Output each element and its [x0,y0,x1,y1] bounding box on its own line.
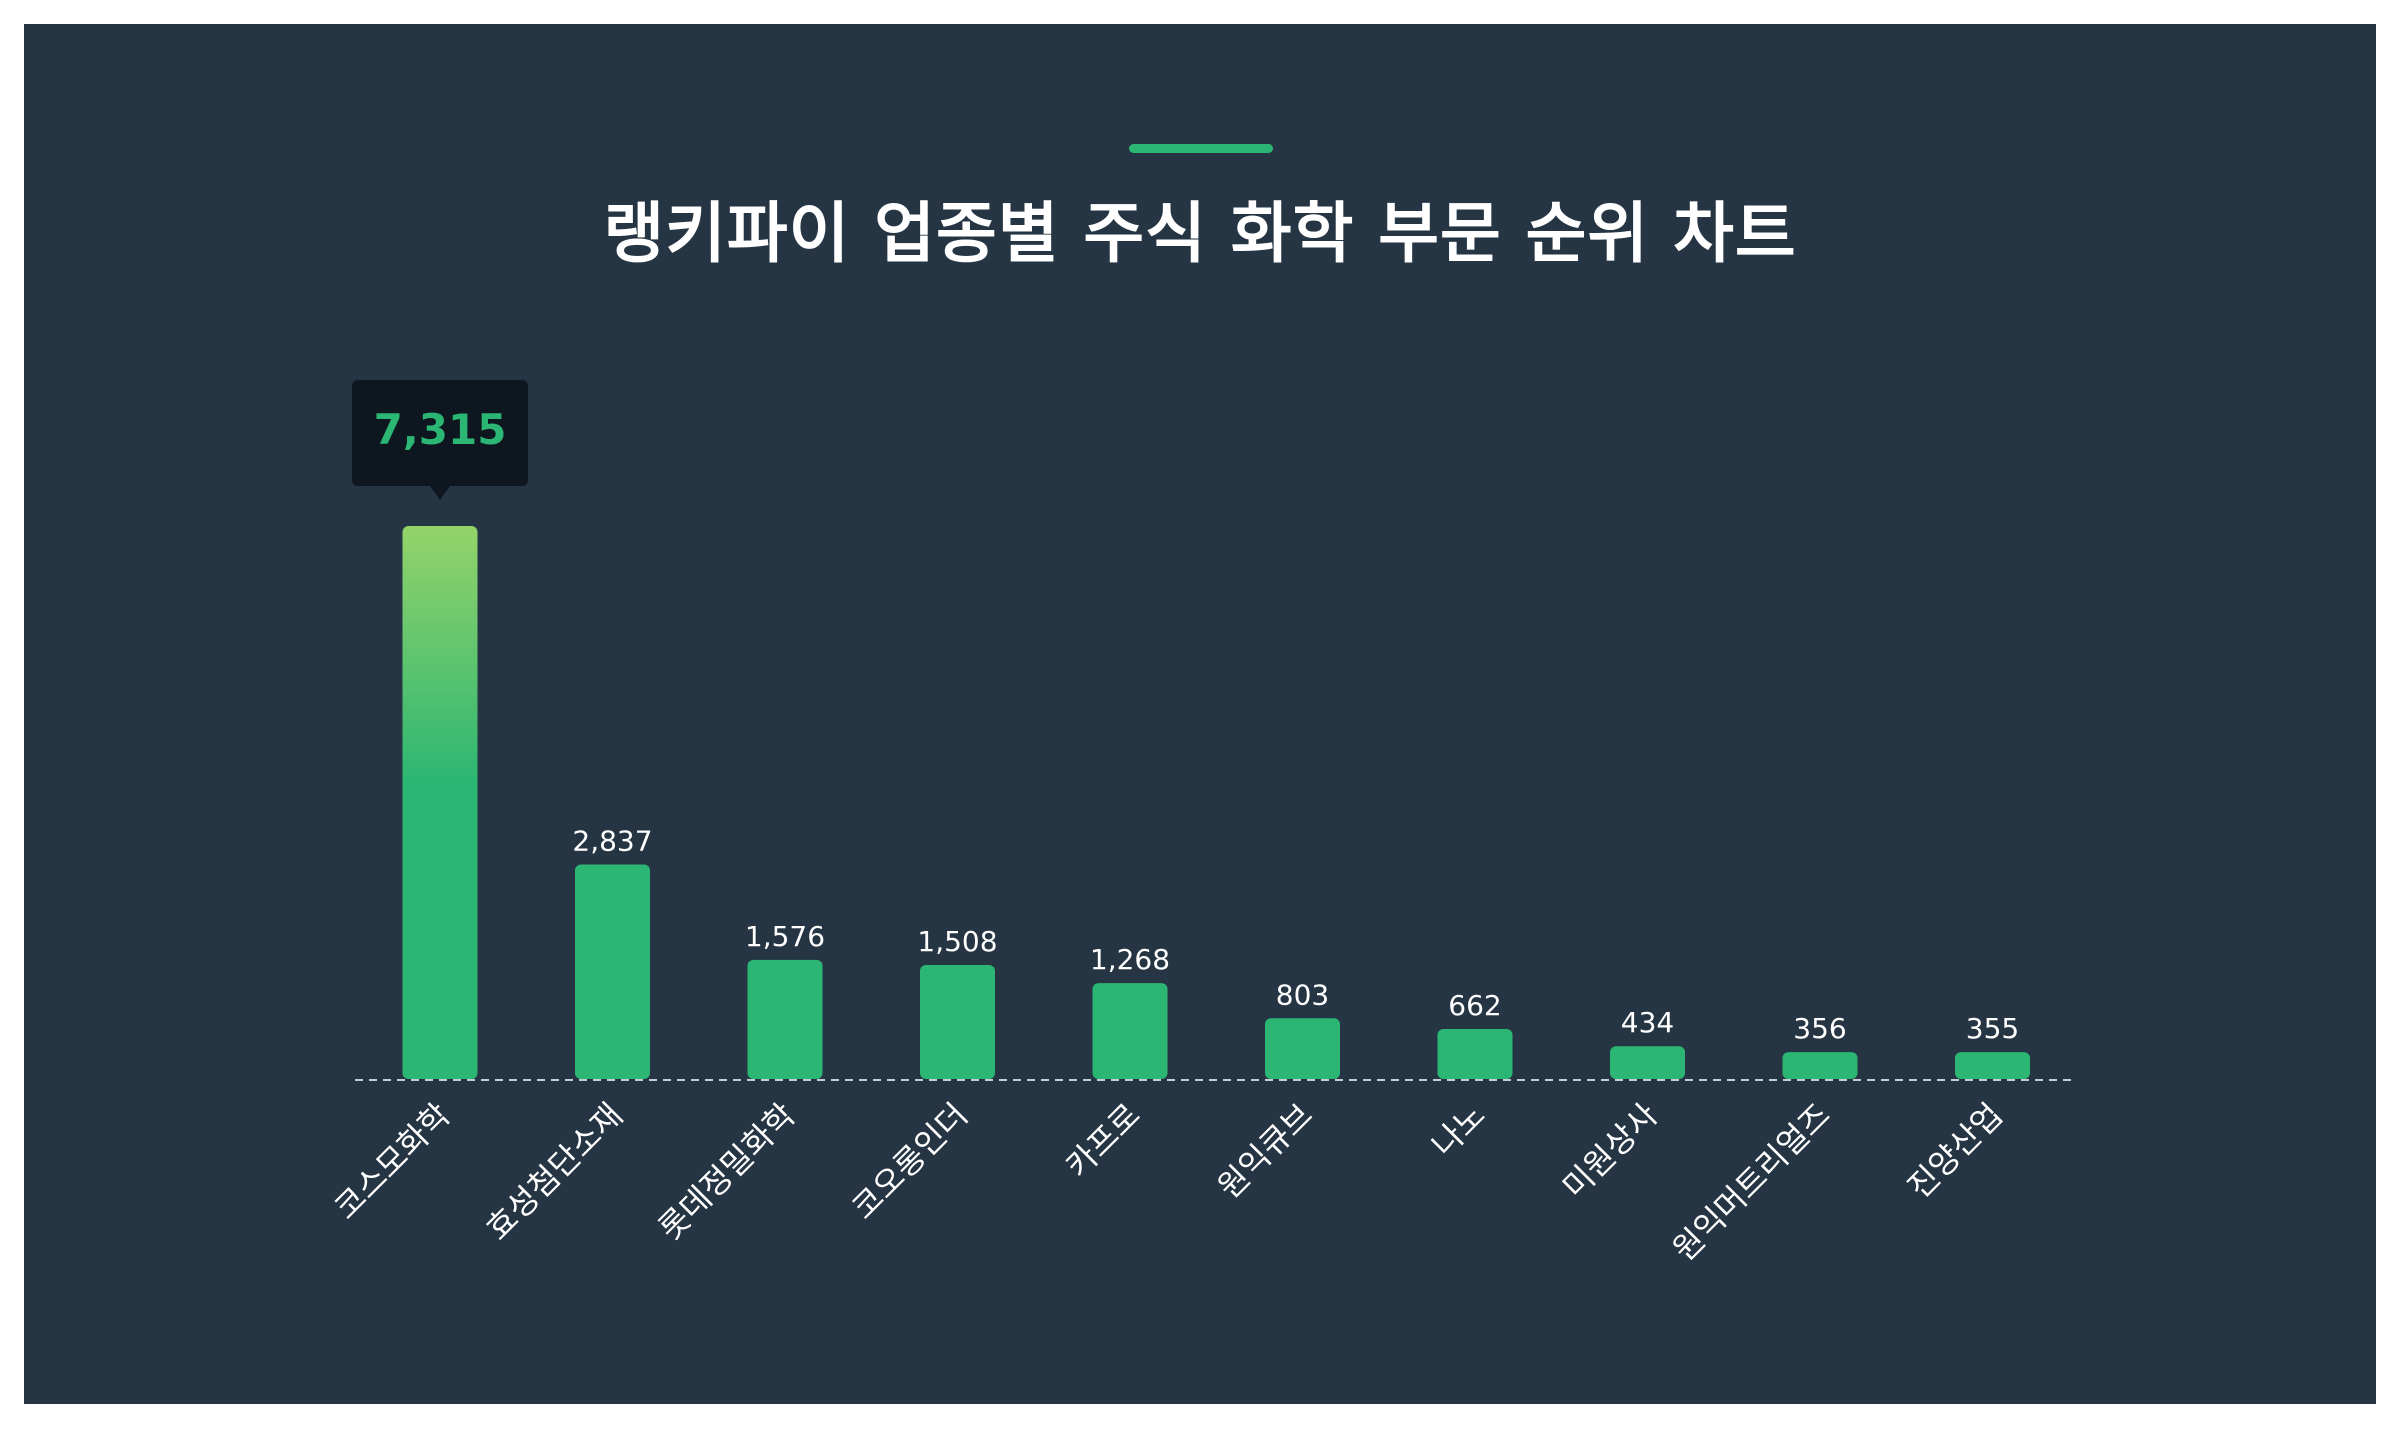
value-labels-group: 2,837 1,576 1,508 1,268 803 662 434 356 355 [572,825,2019,1046]
bar-5[interactable] [1092,983,1168,1079]
bar-4[interactable] [920,964,995,1079]
bar-8[interactable] [1610,1046,1685,1079]
chart-title: 랭키파이 업종별 주식 화학 부문 순위 차트 [603,195,1797,272]
tooltip-box [352,380,528,486]
category-label-1: 코스모화학 [327,1096,458,1227]
value-tooltip: 7,315 [352,380,528,500]
bar-7[interactable] [1437,1028,1513,1079]
value-label-3: 1,576 [745,920,825,953]
value-label-8: 434 [1621,1006,1674,1039]
value-label-6: 803 [1276,978,1329,1011]
category-label-10: 진양산업 [1900,1096,2010,1206]
bar-1[interactable] [402,526,478,1079]
bar-9[interactable] [1782,1052,1858,1079]
value-label-10: 355 [1966,1012,2019,1045]
bar-3[interactable] [747,959,823,1079]
title-accent-line [1129,144,1273,153]
tooltip-arrow [430,486,450,500]
bar-6[interactable] [1265,1018,1340,1079]
category-labels-group: 코스모화학 효성첨단소재 롯데정밀화학 코오롱인더 카프로 원익큐브 나노 미원상사 원익머트리… [327,1096,2010,1269]
value-label-7: 662 [1448,989,1501,1022]
category-label-9: 원익머트리얼즈 [1665,1096,1838,1269]
value-label-9: 356 [1793,1012,1846,1045]
category-label-5: 카프로 [1058,1096,1147,1185]
tooltip-value: 7,315 [374,405,507,454]
bar-2[interactable] [575,864,650,1079]
category-label-2: 효성첨단소재 [478,1096,630,1248]
category-label-7: 나노 [1424,1096,1493,1165]
value-label-2: 2,837 [572,825,652,858]
value-label-5: 1,268 [1090,943,1170,976]
bar-10[interactable] [1955,1052,2030,1079]
category-label-8: 미원상사 [1555,1096,1665,1206]
value-label-4: 1,508 [917,925,997,958]
bars-group [402,526,2030,1079]
category-label-4: 코오롱인더 [844,1096,975,1227]
category-label-6: 원익큐브 [1210,1096,1320,1206]
category-label-3: 롯데정밀화학 [651,1096,803,1248]
